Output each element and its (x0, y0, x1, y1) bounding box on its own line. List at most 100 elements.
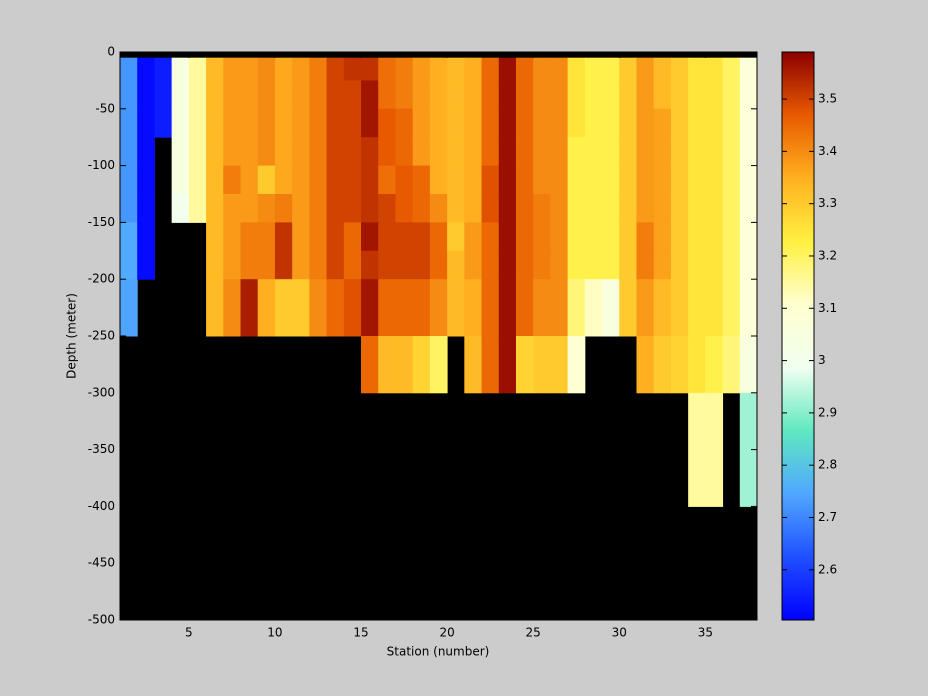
cell (274, 250, 293, 280)
cell (240, 165, 259, 195)
x-tick-label: 35 (698, 626, 713, 640)
cell (447, 137, 465, 167)
cell (395, 336, 414, 394)
cell (498, 222, 517, 252)
cell (619, 137, 637, 167)
cell (223, 222, 242, 252)
cell (120, 194, 138, 223)
cell (274, 137, 293, 167)
cell (309, 279, 328, 337)
y-tick-label: -200 (88, 272, 115, 286)
cell (533, 57, 551, 81)
cell (343, 222, 362, 252)
cell (240, 80, 259, 110)
cell (498, 279, 517, 337)
cell (670, 165, 689, 195)
cell (309, 165, 328, 195)
cell (481, 194, 500, 223)
cell (412, 137, 431, 167)
cell (395, 165, 414, 195)
colorbar-tick-label: 2.7 (818, 510, 837, 524)
cell (602, 108, 620, 138)
cell (688, 194, 706, 223)
colorbar (781, 51, 815, 621)
cell (171, 80, 190, 110)
cell (602, 80, 620, 110)
x-tick-label: 10 (267, 626, 282, 640)
cell (429, 279, 448, 337)
cell (447, 222, 465, 252)
cell (653, 80, 672, 110)
x-tick-label: 25 (526, 626, 541, 640)
cell (292, 108, 310, 138)
y-axis-label: Depth (meter) (65, 293, 79, 379)
cell (481, 165, 500, 195)
cell (739, 80, 758, 110)
y-tick-label: -500 (88, 613, 115, 627)
cell (240, 57, 259, 81)
cell (343, 80, 362, 110)
cell (739, 222, 758, 252)
cell (550, 250, 569, 280)
cell (653, 165, 672, 195)
cell (515, 137, 534, 167)
cell (429, 165, 448, 195)
cell (326, 80, 345, 110)
cell (653, 250, 672, 280)
cell (137, 137, 155, 167)
cell (602, 57, 620, 81)
cell (240, 137, 259, 167)
cell (206, 194, 224, 223)
cell (188, 108, 207, 138)
cell (550, 165, 569, 195)
cell (688, 392, 706, 507)
cell (378, 279, 396, 337)
cell (412, 250, 431, 280)
cell (584, 222, 603, 252)
cell (498, 57, 517, 81)
cell (515, 80, 534, 110)
y-tick-label: 0 (107, 45, 115, 59)
cell (739, 57, 758, 81)
y-tick-label: -150 (88, 215, 115, 229)
cell (429, 137, 448, 167)
cell (688, 108, 706, 138)
cell (602, 194, 620, 223)
cell (309, 250, 328, 280)
cell (326, 137, 345, 167)
cell (602, 222, 620, 252)
cell (481, 250, 500, 280)
cell (515, 222, 534, 252)
cell (395, 137, 414, 167)
cell (188, 57, 207, 81)
cell (206, 137, 224, 167)
cell (120, 165, 138, 195)
cell (619, 250, 637, 280)
cell (395, 222, 414, 252)
cell (171, 57, 190, 81)
cell (653, 336, 672, 394)
cell (429, 80, 448, 110)
cell (481, 57, 500, 81)
cell (567, 279, 586, 337)
cell (636, 57, 655, 81)
cell (515, 57, 534, 81)
cell (705, 336, 724, 394)
cell (274, 194, 293, 223)
cell (395, 80, 414, 110)
cell (378, 57, 396, 81)
cell (550, 222, 569, 252)
cell (257, 80, 276, 110)
cell (361, 222, 379, 252)
cell (412, 194, 431, 223)
cell (688, 250, 706, 280)
cell (378, 222, 396, 252)
cell (550, 80, 569, 110)
cell (722, 222, 741, 252)
cell (447, 250, 465, 280)
cell (705, 194, 724, 223)
cell (705, 165, 724, 195)
y-tick-label: -400 (88, 499, 115, 513)
cell (636, 165, 655, 195)
cell (343, 137, 362, 167)
